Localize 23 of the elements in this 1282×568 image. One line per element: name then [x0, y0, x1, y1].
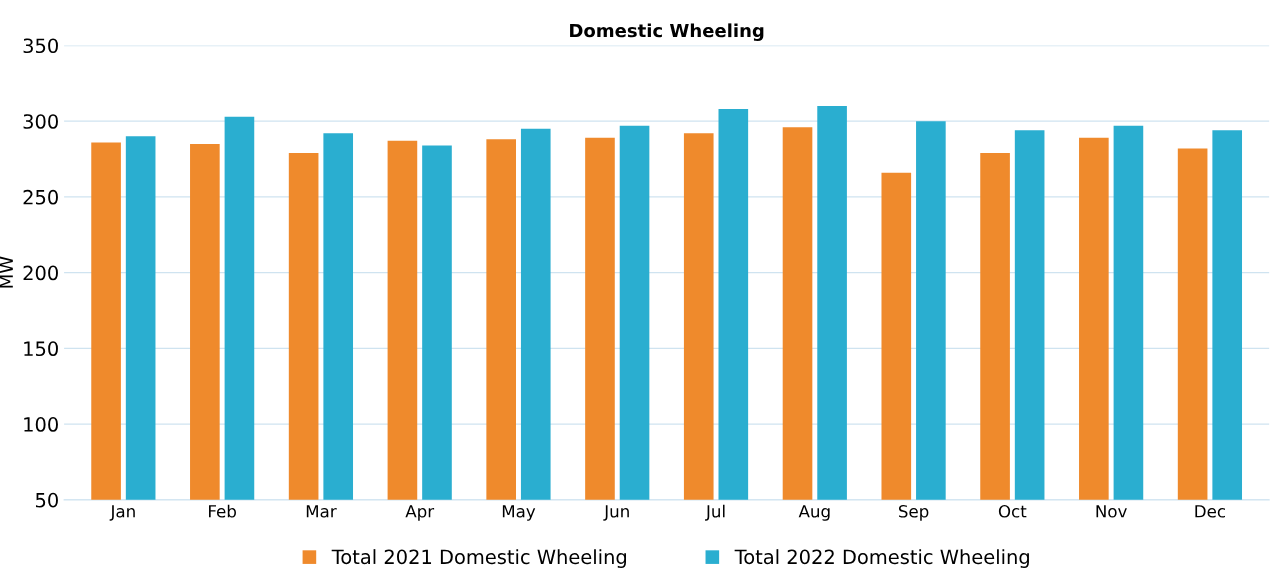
y-tick-label: 100 [24, 417, 58, 432]
legend-label: Total 2022 Domestic Wheeling [734, 549, 1029, 568]
x-tick-label: Jun [603, 505, 629, 521]
y-tick-label: 150 [24, 341, 58, 357]
y-tick-label: 50 [36, 492, 58, 508]
x-tick-label: Dec [1195, 505, 1226, 518]
x-tick-label: Oct [998, 505, 1027, 518]
x-tick-label: Nov [1096, 505, 1127, 518]
y-tick-label: 350 [23, 38, 58, 54]
y-tick-label: 250 [23, 189, 58, 205]
x-tick-label: Aug [798, 505, 830, 521]
x-tick-label: Sep [898, 505, 929, 521]
x-tick-label: May [502, 505, 536, 521]
y-axis-title: MW [0, 256, 13, 288]
x-tick-label: Jan [109, 505, 135, 521]
x-tick-label: Jul [705, 504, 725, 521]
y-tick-label: 200 [23, 265, 58, 281]
x-tick-label: Apr [405, 505, 435, 521]
x-tick-label: Feb [209, 504, 236, 518]
legend-label: Total 2021 Domestic Wheeling [331, 549, 626, 568]
x-tick-label: Mar [306, 505, 337, 518]
chart-title: Domestic Wheeling [570, 23, 764, 41]
y-tick-label: 300 [23, 114, 58, 129]
